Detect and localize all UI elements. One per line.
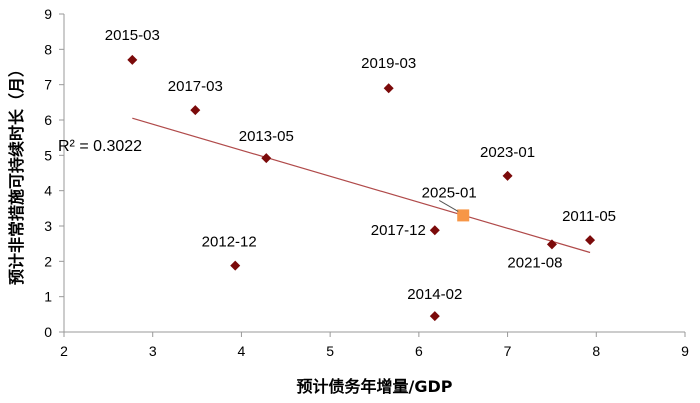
point-label: 2012-12: [202, 234, 257, 251]
x-tick-label: 6: [415, 343, 423, 359]
data-point: [190, 105, 201, 116]
point-labels-group: 2015-03 2017-03 2013-05 2019-03 2012-12 2023-…: [105, 27, 616, 303]
y-tick-label: 9: [44, 6, 52, 22]
point-label: 2019-03: [361, 55, 416, 72]
y-tick-label: 8: [44, 41, 52, 57]
data-point: [502, 170, 513, 181]
point-label: 2015-03: [105, 27, 160, 44]
trendline: [132, 117, 591, 254]
y-tick-label: 0: [44, 324, 52, 340]
data-point: [429, 225, 440, 236]
point-label: 2023-01: [480, 144, 535, 161]
x-tick-label: 7: [504, 343, 512, 359]
data-point: [585, 235, 596, 246]
point-label: 2014-02: [407, 286, 462, 303]
x-axis-title: 预计债务年增量/GDP: [297, 377, 453, 396]
y-tick-label: 1: [44, 289, 52, 305]
trendline-group: [132, 117, 591, 254]
r-squared-label: R² = 0.3022: [58, 138, 142, 155]
y-axis-title: 预计非常措施可持续时长（月）: [7, 61, 26, 285]
x-tick-label: 4: [238, 343, 246, 359]
point-label: 2017-12: [371, 222, 426, 239]
data-point: [230, 260, 241, 271]
highlight-leader-line: [438, 199, 459, 212]
point-label: 2017-03: [168, 78, 223, 95]
points-group: [127, 54, 596, 322]
data-point: [429, 311, 440, 322]
x-tick-label: 5: [326, 343, 334, 359]
y-tick-label: 3: [44, 218, 52, 234]
point-label: 2011-05: [562, 208, 616, 225]
highlight-point: [457, 209, 470, 222]
y-tick-label: 2: [44, 253, 52, 269]
point-label: 2013-05: [239, 128, 294, 145]
data-point: [127, 54, 138, 65]
y-tick-label: 7: [44, 77, 52, 93]
point-label: 2021-08: [507, 254, 562, 271]
y-tick-label: 5: [44, 147, 52, 163]
x-tick-label: 3: [149, 343, 157, 359]
data-point: [546, 239, 557, 250]
x-tick-label: 8: [592, 343, 600, 359]
axes: 2 3 4 5 6 7 8 9 0 1 2 3 4 5 6 7 8 9: [44, 6, 689, 359]
data-point: [261, 153, 272, 164]
x-tick-label: 2: [60, 343, 68, 359]
y-tick-label: 4: [44, 183, 52, 199]
highlight-point-label: 2025-01: [422, 184, 477, 201]
data-point: [383, 83, 394, 94]
x-tick-label: 9: [681, 343, 689, 359]
y-tick-label: 6: [44, 112, 52, 128]
